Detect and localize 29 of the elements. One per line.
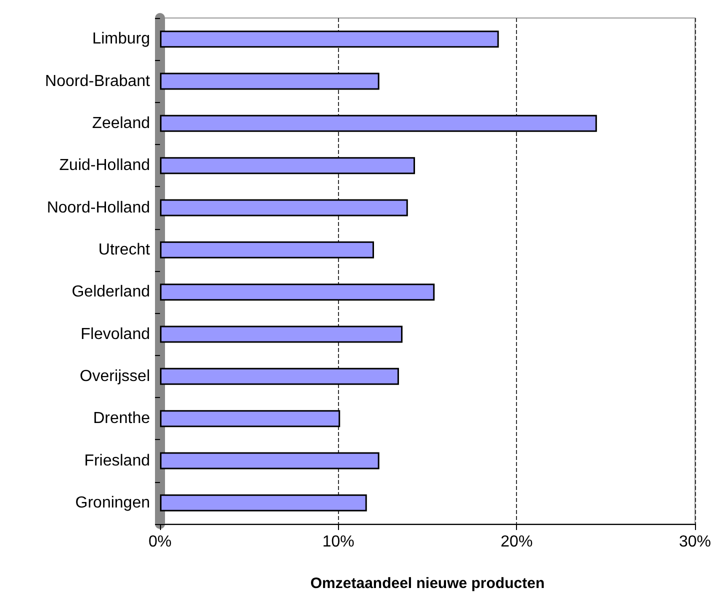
x-tick-label: 30% xyxy=(678,534,712,550)
bar xyxy=(160,72,380,90)
bar xyxy=(160,284,435,301)
y-tick-label: Limburg xyxy=(92,30,150,48)
y-tick-label: Groningen xyxy=(75,494,150,512)
y-tick-label: Drenthe xyxy=(93,410,150,428)
y-tick-label: Zeeland xyxy=(92,114,150,132)
x-tick-label: 0% xyxy=(148,534,172,550)
x-tick-label: 20% xyxy=(500,534,533,550)
y-tick-label: Flevoland xyxy=(80,326,150,343)
y-tick-label: Utrecht xyxy=(98,241,151,258)
bar xyxy=(160,452,380,470)
y-tick-label: Overijssel xyxy=(80,368,150,385)
bar xyxy=(160,494,367,512)
y-tick-label: Zuid-Holland xyxy=(59,157,150,174)
bar xyxy=(160,368,399,385)
bar xyxy=(160,114,597,132)
bar xyxy=(160,326,403,343)
x-tick-label: 10% xyxy=(322,534,354,550)
bar xyxy=(160,241,374,258)
y-tick-label: Friesland xyxy=(84,452,150,470)
y-tick-label: Gelderland xyxy=(72,284,150,301)
bar xyxy=(160,410,340,428)
bar xyxy=(160,157,416,174)
y-tick-label: Noord-Brabant xyxy=(45,72,151,90)
bar xyxy=(160,30,499,48)
x-axis-title: Omzetaandeel nieuwe producten xyxy=(310,575,545,592)
bar xyxy=(160,199,408,216)
y-tick-label: Noord-Holland xyxy=(46,199,150,216)
